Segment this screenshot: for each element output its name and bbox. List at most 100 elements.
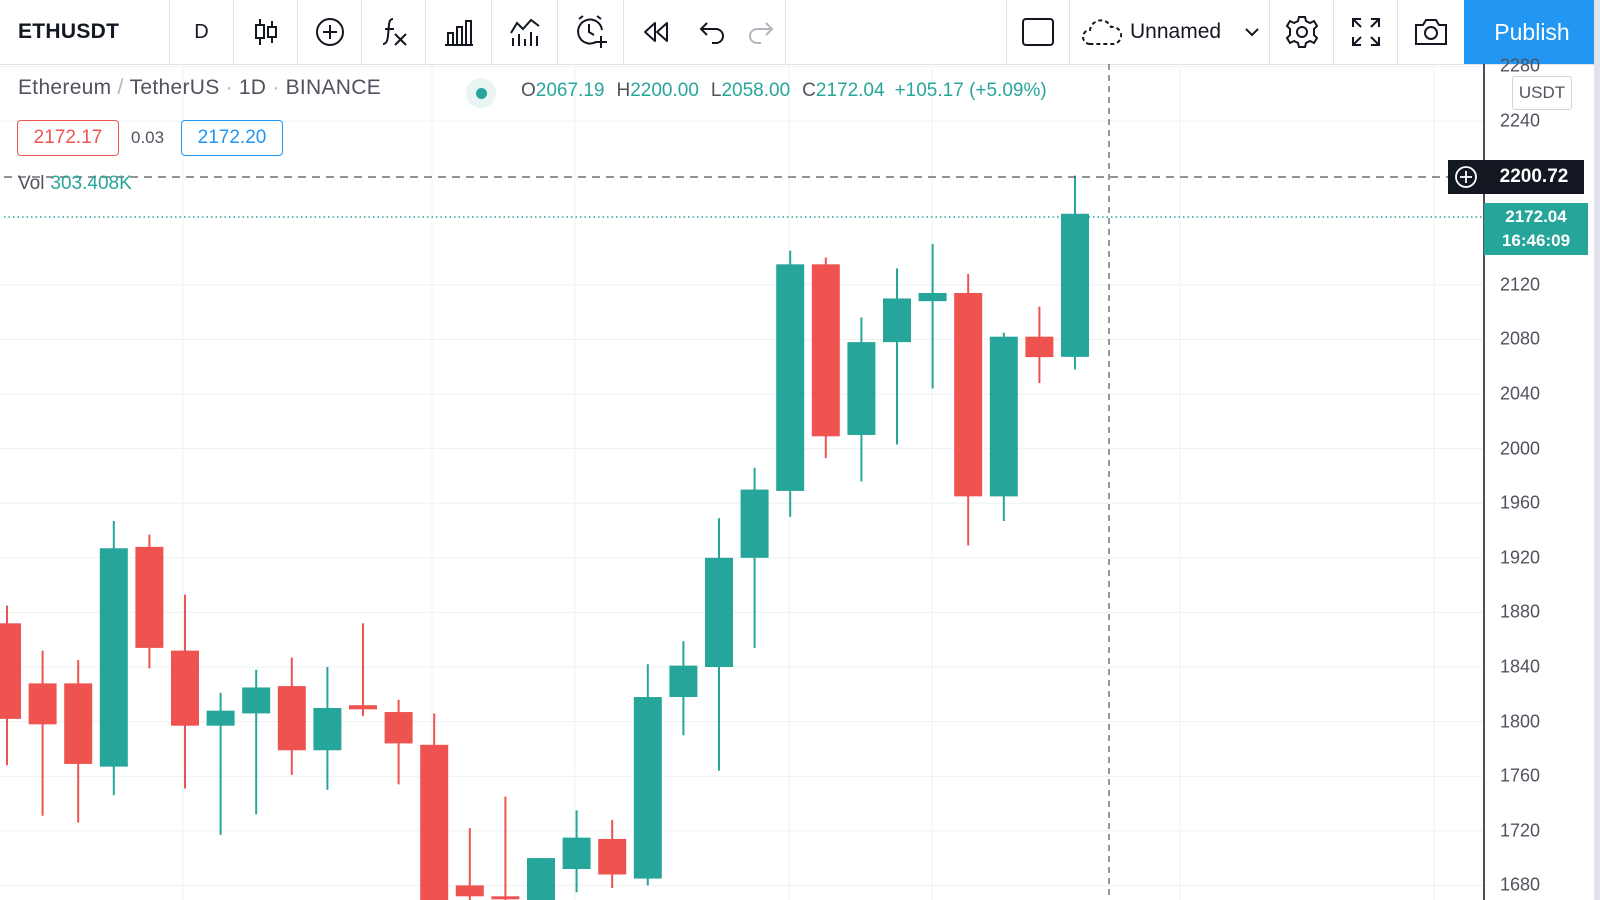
candle-body — [64, 683, 93, 764]
candle[interactable] — [669, 641, 698, 736]
candle[interactable] — [954, 273, 983, 546]
candle[interactable] — [64, 660, 93, 823]
publish-button[interactable]: Publish — [1464, 0, 1600, 64]
price-tick-label: 1960 — [1500, 492, 1541, 513]
volume-legend[interactable]: Vol 303.408K — [18, 173, 132, 195]
fullscreen-button[interactable] — [1334, 0, 1398, 64]
volume-value: 303.408K — [50, 173, 132, 194]
candle[interactable] — [705, 518, 733, 771]
candle-body — [277, 686, 306, 751]
settings-icon — [1285, 16, 1318, 48]
spread-value: 0.03 — [131, 128, 165, 147]
price-tick-label: 1760 — [1500, 765, 1541, 786]
price-chart[interactable] — [0, 64, 1600, 900]
last-price-value: 2172.04 — [1505, 207, 1567, 226]
candle[interactable] — [527, 858, 555, 900]
layout-menu-button[interactable]: Unnamed — [1070, 0, 1270, 64]
bar-style-button[interactable] — [234, 0, 298, 64]
candle[interactable] — [0, 605, 21, 766]
candle[interactable] — [491, 796, 520, 900]
candle-body — [135, 546, 164, 648]
title-separator: / — [117, 76, 124, 99]
candle[interactable] — [171, 594, 199, 789]
candle-body — [918, 292, 947, 302]
fullscreen-icon — [1351, 18, 1380, 46]
candle[interactable] — [776, 250, 805, 517]
candle[interactable] — [28, 650, 57, 816]
sell-price-button[interactable]: 2172.17 — [17, 120, 119, 156]
cloud-icon — [1082, 19, 1122, 45]
candle[interactable] — [349, 623, 377, 717]
change-value: +105.17 (+5.09%) — [894, 80, 1047, 101]
symbol-search-button[interactable]: ETHUSDT — [0, 0, 170, 64]
candle-body — [420, 744, 449, 900]
candle[interactable] — [918, 243, 947, 389]
candle[interactable] — [420, 713, 449, 900]
candle-body — [633, 697, 662, 879]
window-edge — [1594, 0, 1600, 900]
candle[interactable] — [99, 520, 128, 796]
replay-button[interactable] — [624, 0, 688, 64]
candle[interactable] — [313, 667, 342, 790]
select-layout-button[interactable] — [1006, 0, 1070, 64]
price-tick-label: 1920 — [1500, 547, 1541, 568]
candle[interactable] — [562, 810, 591, 893]
compare-add-icon — [315, 18, 344, 46]
replay-icon — [644, 22, 668, 42]
snapshot-button[interactable] — [1398, 0, 1464, 64]
price-tick-label: 2120 — [1500, 274, 1541, 295]
market-open-dot-icon — [475, 87, 487, 99]
market-status-indicator[interactable] — [466, 78, 496, 108]
candle-body — [847, 342, 876, 435]
settings-button[interactable] — [1270, 0, 1334, 64]
candle-body — [669, 665, 698, 698]
candle[interactable] — [206, 692, 235, 835]
buy-price-button[interactable]: 2172.20 — [181, 120, 283, 156]
candle[interactable] — [989, 332, 1018, 521]
templates-button[interactable] — [492, 0, 558, 64]
candle-body — [1061, 213, 1089, 357]
price-tick-label: 1840 — [1500, 656, 1541, 677]
candle-body — [811, 264, 840, 437]
select-layout-icon — [1022, 18, 1054, 46]
price-tick-label: 1800 — [1500, 711, 1541, 732]
candle[interactable] — [883, 268, 911, 445]
close-value: 2172.04 — [815, 80, 885, 101]
candle[interactable] — [455, 828, 484, 900]
indicators-button[interactable] — [362, 0, 426, 64]
candle[interactable] — [740, 467, 769, 648]
series-title[interactable]: Ethereum / TetherUS · 1D · BINANCE — [18, 76, 381, 100]
title-separator: · — [225, 76, 233, 99]
candle[interactable] — [633, 664, 662, 886]
undo-button[interactable] — [688, 0, 736, 64]
price-tick-label: 2080 — [1500, 328, 1541, 349]
high-value: 2200.00 — [630, 80, 699, 101]
candle-body — [491, 896, 520, 900]
candle[interactable] — [1061, 175, 1089, 370]
interval-button[interactable]: D — [170, 0, 234, 64]
price-tick-label: 1880 — [1500, 601, 1541, 622]
alert-icon — [576, 15, 607, 48]
candle[interactable] — [1025, 306, 1054, 384]
candle[interactable] — [598, 819, 627, 889]
candle[interactable] — [384, 699, 413, 785]
price-tick-label: 2000 — [1500, 438, 1541, 459]
candle[interactable] — [135, 534, 164, 669]
financials-button[interactable] — [426, 0, 492, 64]
redo-button[interactable] — [736, 0, 786, 64]
candle[interactable] — [242, 669, 271, 815]
candle-body — [527, 858, 555, 900]
alert-button[interactable] — [558, 0, 624, 64]
candle-body — [989, 336, 1018, 497]
open-value: 2067.19 — [535, 80, 605, 101]
candle[interactable] — [811, 257, 840, 459]
candle[interactable] — [847, 317, 876, 482]
title-separator: · — [272, 76, 280, 99]
low-value: 2058.00 — [721, 80, 791, 101]
currency-unit-button[interactable]: USDT — [1512, 76, 1572, 110]
low-key: L — [710, 80, 722, 101]
layout-name: Unnamed — [1130, 20, 1222, 43]
candle[interactable] — [277, 657, 306, 775]
compare-add-button[interactable] — [298, 0, 362, 64]
add-price-button[interactable] — [1448, 160, 1484, 194]
